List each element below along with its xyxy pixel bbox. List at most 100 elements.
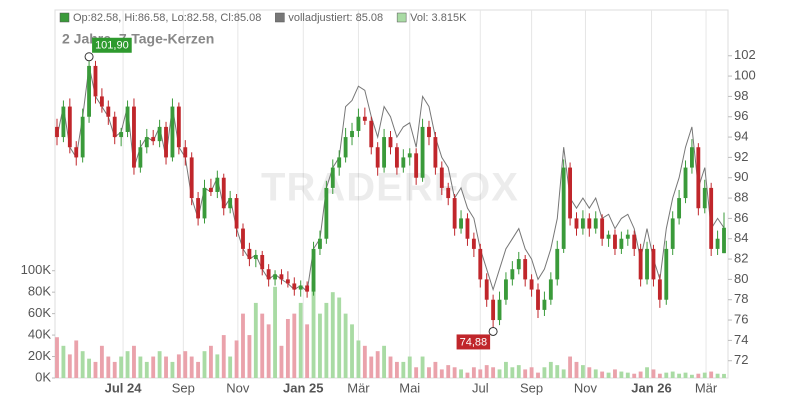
- x-tick-label: Sep: [172, 380, 195, 395]
- y-tick-label: 72: [734, 352, 748, 367]
- volume-bar: [690, 374, 694, 378]
- candle-body: [645, 248, 649, 280]
- y-tick-label: 76: [734, 311, 748, 326]
- legend-swatch: [275, 12, 285, 23]
- volume-bar: [491, 367, 496, 378]
- volume-bar: [350, 324, 354, 378]
- volume-bar: [273, 286, 277, 378]
- volume-bar: [305, 324, 310, 378]
- volume-bar: [529, 367, 534, 378]
- volume-bar: [260, 313, 265, 378]
- candle-body: [536, 289, 540, 310]
- volume-bar: [241, 313, 245, 378]
- candle-body: [125, 106, 130, 132]
- volume-bar: [369, 356, 374, 378]
- candle-body: [414, 153, 419, 178]
- candle-body: [478, 248, 483, 280]
- candle-body: [55, 126, 59, 138]
- x-tick-label: Sep: [520, 380, 543, 395]
- volume-bar: [523, 369, 528, 378]
- candle-body: [330, 167, 335, 188]
- candle-body: [484, 279, 489, 300]
- candle-body: [369, 120, 374, 148]
- volume-bar: [504, 361, 508, 378]
- legend-swatch: [59, 12, 70, 23]
- candle-body: [593, 218, 598, 229]
- candle-body: [696, 147, 701, 209]
- candle-body: [74, 147, 79, 158]
- candle-body: [388, 137, 393, 148]
- grid: [122, 10, 707, 378]
- candle-body: [561, 167, 566, 249]
- candle-body: [677, 198, 682, 219]
- volume-bar: [580, 365, 585, 378]
- volume-bar: [112, 361, 117, 378]
- candle-body: [132, 106, 136, 168]
- volume-bar: [664, 372, 669, 378]
- candle-body: [471, 238, 476, 249]
- x-tick-label: Jan 25: [283, 380, 323, 395]
- candle-body: [87, 65, 91, 117]
- volume-bar: [702, 372, 707, 378]
- candle-body: [350, 130, 354, 138]
- volume-bar: [427, 367, 431, 378]
- volume-bar: [151, 356, 156, 378]
- candle-body: [305, 285, 310, 292]
- candle-body: [555, 248, 560, 280]
- volume-bar: [709, 371, 714, 378]
- candle-body: [266, 269, 271, 280]
- candle-body: [183, 147, 188, 158]
- candle-body: [709, 187, 714, 249]
- y-tick-label: 102: [734, 47, 756, 62]
- y2-tick-label: 0K: [35, 369, 51, 384]
- volume-bar: [202, 351, 207, 378]
- candle-body: [510, 269, 515, 280]
- y-tick-label: 96: [734, 108, 748, 123]
- watermark: TRADERFOX: [261, 166, 519, 210]
- candle-body: [401, 157, 406, 168]
- candle-body: [176, 106, 181, 148]
- y-tick-label: 88: [734, 190, 748, 205]
- volume-bar: [99, 345, 104, 378]
- volume-bar: [189, 356, 194, 378]
- volume-bar: [382, 345, 387, 378]
- candle-body: [151, 137, 156, 142]
- volume-bar: [67, 354, 72, 378]
- x-tick-label: Jul: [472, 380, 489, 395]
- candle-body: [318, 238, 322, 249]
- candle-body: [324, 187, 329, 239]
- legend-label: Vol: 3.815K: [410, 12, 467, 24]
- annotation-label: 74,88: [460, 336, 488, 348]
- candle-body: [221, 177, 226, 209]
- candle-body: [93, 65, 98, 97]
- candle-body: [253, 254, 258, 260]
- candle-body: [343, 137, 348, 158]
- volume-bar: [613, 369, 617, 378]
- volume-bar: [548, 361, 553, 378]
- candle-body: [690, 147, 694, 168]
- volume-bar: [176, 354, 181, 378]
- volume-bar: [722, 373, 726, 378]
- volume-bar: [696, 373, 701, 378]
- candle-body: [119, 131, 124, 138]
- candle-body: [189, 157, 194, 199]
- x-tick-label: Nov: [226, 380, 250, 395]
- candle-body: [138, 147, 143, 168]
- volume-bar: [318, 313, 322, 378]
- candle-body: [613, 234, 617, 249]
- candle-body: [382, 137, 387, 168]
- volume-bar: [600, 371, 605, 378]
- volume-bar: [87, 358, 91, 378]
- volume-bar: [657, 373, 662, 378]
- volume-bar: [638, 371, 643, 378]
- candle-body: [702, 187, 707, 209]
- y-tick-label: 74: [734, 332, 748, 347]
- candle-body: [67, 106, 72, 148]
- volume-bar: [446, 365, 451, 378]
- candle-body: [285, 279, 290, 284]
- candle-body: [337, 157, 342, 168]
- volume-bar: [170, 361, 175, 378]
- volume-bar: [555, 365, 560, 378]
- candle-body: [439, 167, 444, 188]
- adjusted-line: [56, 65, 725, 293]
